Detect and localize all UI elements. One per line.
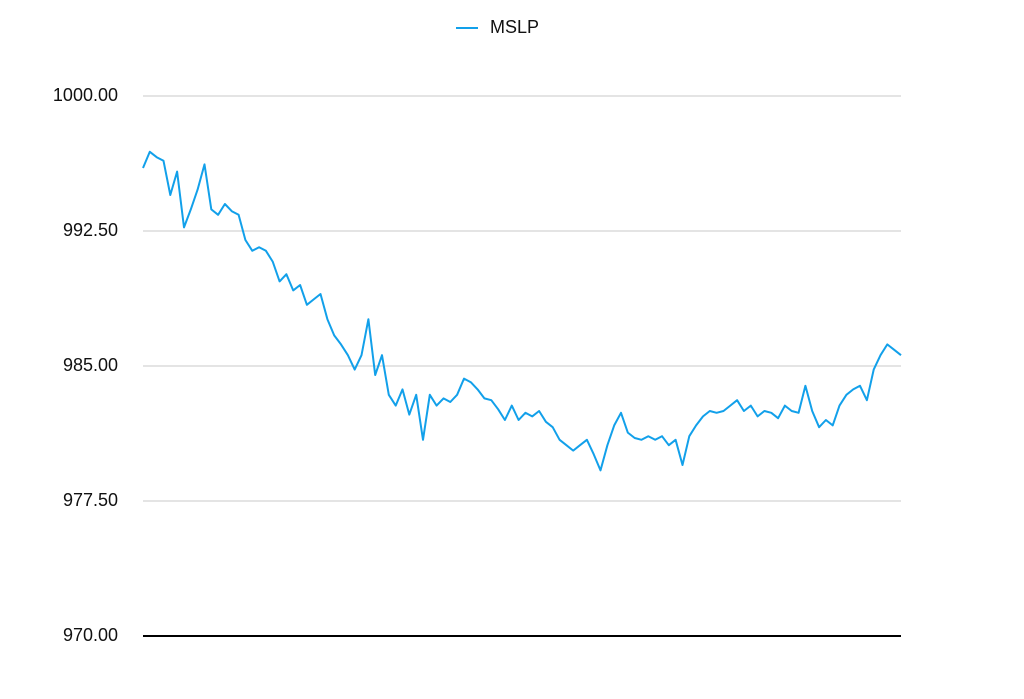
y-tick-label: 1000.00: [53, 85, 118, 105]
y-tick-label: 970.00: [63, 625, 118, 645]
y-tick-label: 992.50: [63, 220, 118, 240]
y-tick-label: 985.00: [63, 355, 118, 375]
y-tick-label: 977.50: [63, 490, 118, 510]
legend-label: MSLP: [490, 17, 539, 37]
data-line: [142, 150, 902, 472]
